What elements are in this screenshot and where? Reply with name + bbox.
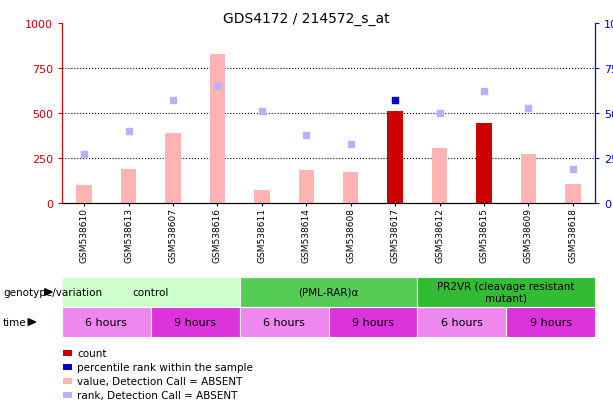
Text: genotype/variation: genotype/variation [3,287,102,297]
Text: 9 hours: 9 hours [530,317,571,327]
Bar [417,307,506,337]
Point [213,83,223,90]
Point [257,109,267,115]
FancyArrow shape [45,289,52,296]
Text: 6 hours: 6 hours [263,317,305,327]
Bar [151,307,240,337]
Point [168,98,178,104]
Bar [210,55,225,204]
Bar [565,185,581,204]
Text: time: time [3,317,27,327]
Bar [62,307,151,337]
Point [568,166,577,173]
Bar [63,392,72,398]
Text: value, Detection Call = ABSENT: value, Detection Call = ABSENT [77,376,243,386]
Bar [476,123,492,204]
Text: rank, Detection Call = ABSENT: rank, Detection Call = ABSENT [77,390,238,400]
Bar [63,364,72,370]
Bar [387,112,403,204]
Bar [329,307,417,337]
Bar [240,277,417,307]
FancyArrow shape [28,319,36,325]
Bar [432,149,447,204]
Bar [62,277,240,307]
Bar [299,170,314,204]
Bar [63,350,72,356]
Text: 6 hours: 6 hours [85,317,128,327]
Bar [254,190,270,204]
Text: 6 hours: 6 hours [441,317,482,327]
Point [302,132,311,139]
Point [524,105,533,112]
Bar [343,173,359,204]
Text: control: control [132,287,169,297]
Text: percentile rank within the sample: percentile rank within the sample [77,362,253,372]
Point [79,152,89,158]
Bar [520,154,536,204]
Point [390,98,400,104]
Bar [166,133,181,204]
Bar [77,185,92,204]
Text: (PML-RAR)α: (PML-RAR)α [299,287,359,297]
Text: count: count [77,348,107,358]
Text: 9 hours: 9 hours [174,317,216,327]
Bar [506,307,595,337]
Bar [417,277,595,307]
Bar [121,169,137,204]
Point [435,110,444,117]
Point [124,128,134,135]
Point [479,89,489,95]
Text: PR2VR (cleavage resistant
mutant): PR2VR (cleavage resistant mutant) [438,282,575,303]
Bar [240,307,329,337]
Text: 9 hours: 9 hours [352,317,394,327]
Text: GDS4172 / 214572_s_at: GDS4172 / 214572_s_at [223,12,390,26]
Point [346,141,356,147]
Bar [63,378,72,384]
